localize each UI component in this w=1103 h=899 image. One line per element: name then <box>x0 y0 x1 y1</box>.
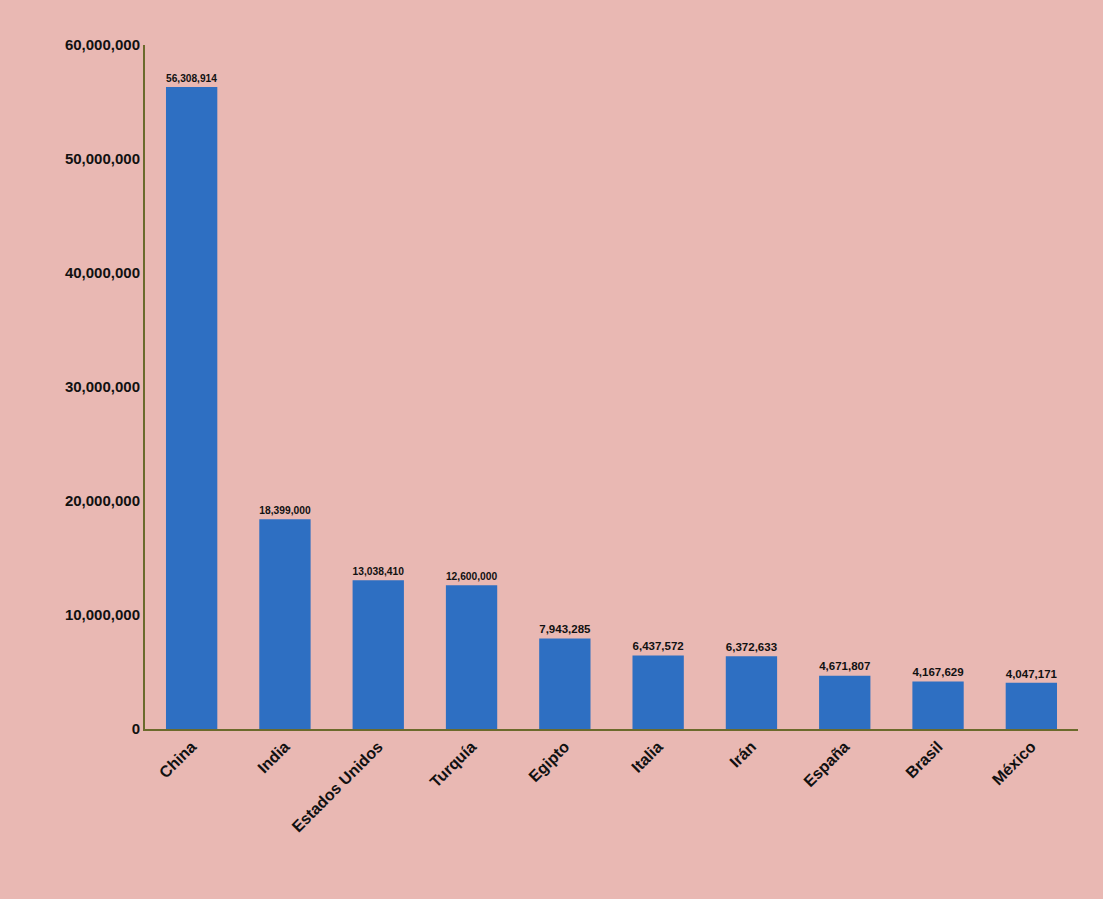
svg-text:7,943,285: 7,943,285 <box>539 623 591 635</box>
svg-text:18,399,000: 18,399,000 <box>259 505 311 516</box>
svg-text:40,000,000: 40,000,000 <box>65 264 140 281</box>
svg-text:Turquía: Turquía <box>427 738 480 791</box>
svg-text:México: México <box>989 738 1040 789</box>
svg-text:50,000,000: 50,000,000 <box>65 150 140 167</box>
svg-text:4,047,171: 4,047,171 <box>1006 668 1058 680</box>
svg-text:10,000,000: 10,000,000 <box>65 606 140 623</box>
svg-text:56,308,914: 56,308,914 <box>166 73 217 84</box>
svg-text:4,167,629: 4,167,629 <box>912 666 963 678</box>
svg-text:India: India <box>254 738 292 776</box>
svg-text:6,437,572: 6,437,572 <box>633 640 684 652</box>
svg-text:20,000,000: 20,000,000 <box>65 492 140 509</box>
svg-text:Egipto: Egipto <box>525 738 572 785</box>
svg-text:6,372,633: 6,372,633 <box>726 641 777 653</box>
svg-text:Estados Unidos: Estados Unidos <box>289 738 387 836</box>
svg-text:0: 0 <box>132 720 140 737</box>
svg-text:China: China <box>156 738 200 782</box>
svg-text:30,000,000: 30,000,000 <box>65 378 140 395</box>
svg-text:España: España <box>800 738 852 790</box>
svg-text:60,000,000: 60,000,000 <box>65 36 140 53</box>
svg-text:12,600,000: 12,600,000 <box>446 571 498 582</box>
svg-text:Irán: Irán <box>726 738 759 771</box>
svg-text:Italia: Italia <box>628 738 666 776</box>
svg-text:13,038,410: 13,038,410 <box>353 566 405 577</box>
svg-text:Brasil: Brasil <box>902 738 945 781</box>
svg-text:4,671,807: 4,671,807 <box>819 660 870 672</box>
